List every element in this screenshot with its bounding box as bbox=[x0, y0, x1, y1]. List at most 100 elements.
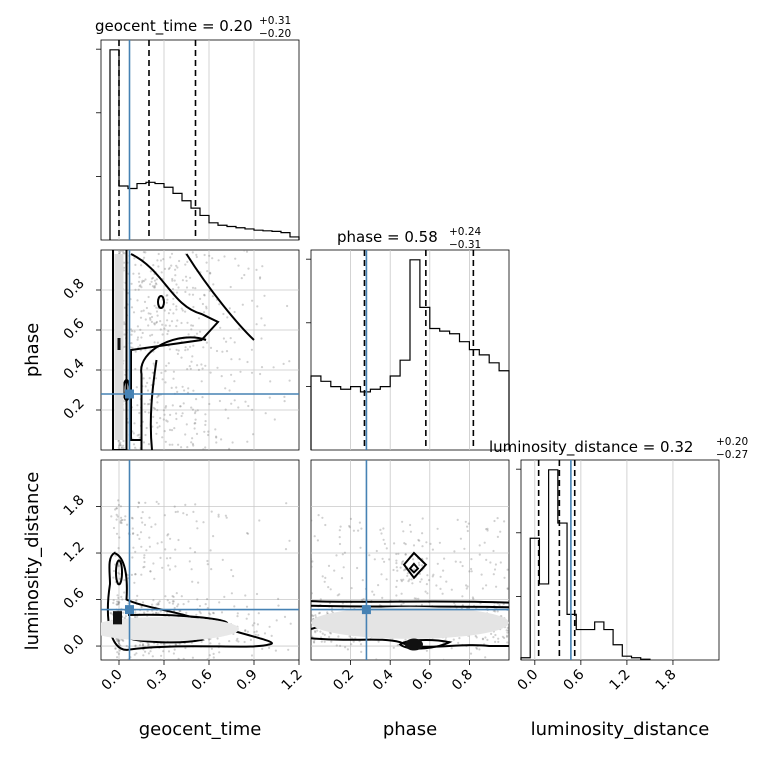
sample-geocent-time-vs-luminosity-distance bbox=[308, 570, 310, 572]
sample-phase-vs-luminosity-distance bbox=[506, 631, 509, 634]
sample-phase-vs-luminosity-distance bbox=[470, 567, 473, 571]
sample-geocent-time-vs-luminosity-distance bbox=[117, 603, 120, 606]
sample-phase-vs-luminosity-distance bbox=[328, 635, 331, 639]
sample-geocent-time-vs-phase bbox=[149, 312, 152, 315]
sample-geocent-time-vs-phase bbox=[200, 363, 203, 366]
sample-geocent-time-vs-luminosity-distance bbox=[217, 515, 220, 518]
sample-geocent-time-vs-luminosity-distance bbox=[118, 639, 121, 642]
sample-geocent-time-vs-phase bbox=[203, 253, 206, 257]
sample-geocent-time-vs-phase bbox=[159, 259, 163, 262]
sample-geocent-time-vs-luminosity-distance bbox=[182, 657, 185, 660]
sample-phase-vs-luminosity-distance bbox=[360, 527, 363, 530]
sample-geocent-time-vs-phase bbox=[168, 266, 171, 269]
sample-geocent-time-vs-luminosity-distance bbox=[156, 603, 160, 606]
hist-group-phase bbox=[306, 250, 510, 450]
sample-geocent-time-vs-phase bbox=[175, 291, 179, 294]
sample-phase-vs-luminosity-distance bbox=[489, 561, 492, 564]
sample-geocent-time-vs-phase bbox=[194, 410, 197, 413]
sample-geocent-time-vs-phase bbox=[168, 443, 171, 446]
sample-geocent-time-vs-phase bbox=[184, 346, 187, 349]
sample-phase-vs-luminosity-distance bbox=[485, 528, 488, 531]
sample-phase-vs-luminosity-distance bbox=[327, 564, 331, 568]
sample-phase-vs-luminosity-distance bbox=[406, 574, 409, 578]
sample-geocent-time-vs-phase bbox=[203, 430, 206, 433]
sample-geocent-time-vs-luminosity-distance bbox=[117, 638, 120, 641]
sample-geocent-time-vs-phase bbox=[154, 377, 158, 380]
sample-phase-vs-luminosity-distance bbox=[484, 636, 487, 639]
y-ticks-phase: 0.2 0.4 0.6 0.8 bbox=[61, 276, 101, 423]
sample-geocent-time-vs-luminosity-distance bbox=[147, 644, 150, 647]
sample-phase-vs-luminosity-distance bbox=[379, 528, 382, 532]
sample-phase-vs-luminosity-distance bbox=[329, 632, 332, 635]
sample-geocent-time-vs-luminosity-distance bbox=[177, 603, 180, 606]
sample-geocent-time-vs-phase bbox=[134, 288, 137, 291]
sample-geocent-time-vs-phase bbox=[136, 338, 139, 341]
sample-geocent-time-vs-luminosity-distance bbox=[285, 502, 288, 505]
sample-geocent-time-vs-luminosity-distance bbox=[120, 521, 123, 525]
sample-geocent-time-vs-phase bbox=[200, 380, 203, 383]
sample-geocent-time-vs-phase bbox=[164, 406, 167, 409]
sample-phase-vs-luminosity-distance bbox=[311, 557, 313, 561]
sample-geocent-time-vs-luminosity-distance bbox=[157, 502, 160, 505]
sample-geocent-time-vs-phase bbox=[237, 406, 240, 409]
sample-geocent-time-vs-phase bbox=[272, 366, 275, 369]
sample-phase-vs-luminosity-distance bbox=[436, 562, 439, 565]
sample-geocent-time-vs-luminosity-distance bbox=[249, 638, 252, 642]
sample-geocent-time-vs-luminosity-distance bbox=[140, 573, 143, 576]
sample-geocent-time-vs-luminosity-distance bbox=[117, 565, 120, 568]
sample-geocent-time-vs-phase bbox=[224, 408, 227, 411]
sample-geocent-time-vs-luminosity-distance bbox=[255, 630, 258, 633]
sample-geocent-time-vs-phase bbox=[193, 422, 196, 425]
sample-geocent-time-vs-phase bbox=[165, 294, 168, 297]
sample-phase-vs-luminosity-distance bbox=[327, 586, 330, 589]
sample-geocent-time-vs-phase bbox=[250, 371, 254, 374]
sample-geocent-time-vs-phase bbox=[117, 446, 120, 449]
sample-geocent-time-vs-phase bbox=[247, 267, 250, 270]
sample-geocent-time-vs-phase bbox=[217, 259, 220, 262]
sample-phase-vs-luminosity-distance bbox=[406, 572, 409, 575]
sample-phase-vs-luminosity-distance bbox=[323, 640, 326, 643]
sample-geocent-time-vs-phase bbox=[180, 356, 183, 359]
sample-geocent-time-vs-luminosity-distance bbox=[251, 624, 254, 627]
sample-phase-vs-luminosity-distance bbox=[415, 597, 418, 600]
sample-geocent-time-vs-luminosity-distance bbox=[151, 655, 154, 658]
sample-phase-vs-luminosity-distance bbox=[425, 583, 428, 586]
sample-geocent-time-vs-phase bbox=[123, 323, 126, 326]
sample-geocent-time-vs-luminosity-distance bbox=[168, 660, 170, 662]
sample-geocent-time-vs-phase bbox=[136, 434, 139, 437]
sample-geocent-time-vs-luminosity-distance bbox=[124, 515, 127, 518]
hist-panel-geocent-time bbox=[100, 39, 300, 241]
sample-geocent-time-vs-phase bbox=[256, 305, 259, 308]
sample-geocent-time-vs-phase bbox=[163, 327, 166, 330]
sample-geocent-time-vs-luminosity-distance bbox=[166, 599, 169, 602]
sample-geocent-time-vs-luminosity-distance bbox=[196, 527, 199, 530]
sample-geocent-time-vs-luminosity-distance bbox=[169, 537, 172, 540]
sample-geocent-time-vs-luminosity-distance bbox=[268, 625, 271, 628]
sample-geocent-time-vs-phase bbox=[161, 378, 164, 381]
sample-geocent-time-vs-phase bbox=[231, 441, 234, 444]
sample-geocent-time-vs-phase bbox=[234, 257, 237, 260]
sample-geocent-time-vs-luminosity-distance bbox=[174, 510, 177, 514]
sample-phase-vs-luminosity-distance bbox=[381, 557, 384, 560]
sample-phase-vs-luminosity-distance bbox=[349, 517, 352, 521]
sample-geocent-time-vs-luminosity-distance bbox=[167, 564, 170, 567]
sample-geocent-time-vs-phase bbox=[131, 346, 134, 349]
sample-geocent-time-vs-phase bbox=[139, 328, 142, 331]
sample-geocent-time-vs-phase bbox=[219, 326, 222, 329]
sample-geocent-time-vs-luminosity-distance bbox=[157, 603, 160, 606]
density-fill-geocent-time-vs-luminosity-distance bbox=[101, 616, 239, 641]
sample-phase-vs-luminosity-distance bbox=[450, 647, 453, 650]
sample-geocent-time-vs-phase bbox=[144, 410, 147, 413]
sample-phase-vs-luminosity-distance bbox=[453, 550, 456, 553]
x-ticks-geocent-time: 0.0 0.3 0.6 0.9 1.2 bbox=[99, 660, 306, 694]
title-geocent-time: geocent_time = 0.20 +0.31 −0.20 bbox=[95, 15, 291, 40]
sample-geocent-time-vs-phase bbox=[209, 272, 212, 275]
sample-geocent-time-vs-luminosity-distance bbox=[144, 659, 146, 660]
title-phase-minus: −0.31 bbox=[449, 239, 481, 251]
sample-geocent-time-vs-phase bbox=[146, 367, 149, 370]
sample-geocent-time-vs-phase bbox=[190, 360, 193, 363]
sample-geocent-time-vs-luminosity-distance bbox=[163, 643, 166, 646]
sample-geocent-time-vs-luminosity-distance bbox=[115, 518, 118, 521]
sample-geocent-time-vs-phase bbox=[184, 310, 187, 313]
sample-geocent-time-vs-phase bbox=[142, 377, 145, 380]
